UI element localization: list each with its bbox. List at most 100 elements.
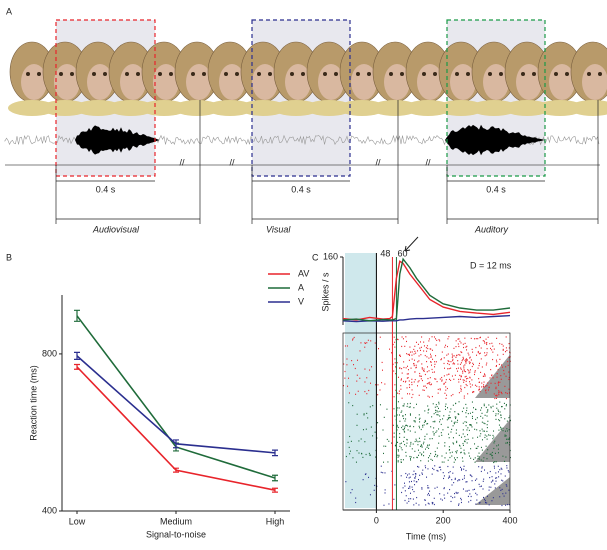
raster-dot	[427, 457, 429, 459]
raster-dot	[391, 442, 393, 444]
raster-dot	[424, 465, 426, 467]
raster-dot	[428, 338, 430, 340]
raster-dot	[427, 395, 429, 397]
raster-dot	[506, 485, 508, 487]
raster-dot	[428, 340, 430, 342]
raster-dot	[448, 418, 450, 420]
raster-dot	[486, 458, 488, 460]
raster-dot	[421, 446, 423, 448]
raster-dot	[482, 430, 484, 432]
raster-dot	[454, 421, 456, 423]
raster-dot	[454, 411, 456, 413]
raster-dot	[384, 492, 386, 494]
raster-dot	[481, 407, 483, 409]
raster-dot	[415, 364, 417, 366]
raster-dot	[492, 457, 494, 459]
raster-dot	[403, 436, 405, 438]
raster-dot	[508, 342, 510, 345]
raster-dot	[476, 354, 478, 356]
raster-dot	[499, 411, 501, 413]
eye	[532, 72, 536, 76]
raster-dot	[448, 363, 450, 366]
raster-dot	[417, 361, 419, 363]
raster-dot	[395, 444, 397, 447]
raster-dot	[374, 484, 376, 487]
raster-dot	[505, 442, 507, 444]
raster-dot	[434, 361, 436, 363]
raster-dot	[459, 340, 461, 342]
raster-dot	[481, 467, 483, 469]
raster-dot	[499, 487, 501, 489]
raster-dot	[450, 361, 452, 363]
raster-dot	[426, 476, 428, 478]
raster-dot	[395, 373, 397, 375]
raster-dot	[400, 355, 402, 357]
raster-dot	[463, 370, 465, 372]
raster-dot	[486, 435, 488, 437]
eye	[389, 72, 393, 76]
raster-dot	[415, 366, 417, 368]
raster-dot	[364, 441, 366, 443]
raster-dot	[439, 415, 441, 417]
raster-dot	[464, 342, 466, 345]
raster-dot	[508, 438, 510, 440]
raster-dot	[438, 442, 440, 444]
eye	[224, 72, 228, 76]
raster-dot	[356, 374, 358, 376]
raster-dot	[401, 410, 403, 412]
raster-dot	[408, 481, 410, 483]
raster-dot	[488, 404, 490, 406]
raster-dot	[508, 417, 510, 419]
raster-dot	[486, 495, 488, 497]
raster-dot	[450, 379, 452, 382]
raster-dot	[450, 395, 452, 397]
raster-dot	[504, 475, 506, 477]
raster-dot	[483, 496, 485, 499]
body	[371, 100, 419, 116]
raster-dot	[500, 489, 502, 492]
raster-dot	[412, 393, 414, 396]
raster-dot	[432, 467, 434, 470]
raster-dot	[485, 390, 487, 392]
raster-dot	[364, 390, 366, 393]
raster-dot	[366, 377, 368, 379]
raster-dot	[477, 436, 479, 438]
raster-dot	[436, 456, 438, 458]
raster-dot	[421, 368, 423, 370]
raster-dot	[453, 422, 455, 424]
raster-dot	[505, 397, 507, 400]
body	[536, 100, 584, 116]
raster-dot	[497, 354, 499, 356]
raster-dot	[444, 457, 446, 459]
raster-dot	[447, 368, 449, 370]
raster-dot	[469, 383, 471, 385]
raster-dot	[479, 388, 481, 390]
raster-dot	[434, 406, 436, 408]
raster-dot	[400, 475, 402, 477]
raster-dot	[441, 376, 443, 379]
raster-dot	[451, 375, 453, 377]
raster-dot	[457, 480, 459, 482]
raster-dot	[427, 382, 429, 384]
raster-dot	[492, 438, 494, 440]
raster-dot	[445, 408, 447, 411]
body	[8, 100, 56, 116]
raster-dot	[475, 418, 477, 421]
x-tick-label: High	[266, 516, 285, 526]
raster-dot	[463, 468, 465, 470]
raster-dot	[431, 364, 433, 366]
raster-dot	[420, 346, 422, 348]
monkey-face	[569, 41, 607, 116]
eye	[323, 72, 327, 76]
raster-dot	[398, 390, 400, 392]
raster-dot	[409, 402, 411, 405]
x-tick-label: 0	[374, 515, 379, 525]
raster-dot	[480, 415, 482, 417]
raster-dot	[460, 501, 462, 504]
raster-dot	[497, 444, 499, 446]
raster-dot	[482, 480, 484, 482]
y-axis-title: Reaction time (ms)	[28, 365, 38, 441]
raster-dot	[396, 424, 398, 426]
raster-dot	[423, 370, 425, 372]
raster-dot	[420, 428, 422, 431]
